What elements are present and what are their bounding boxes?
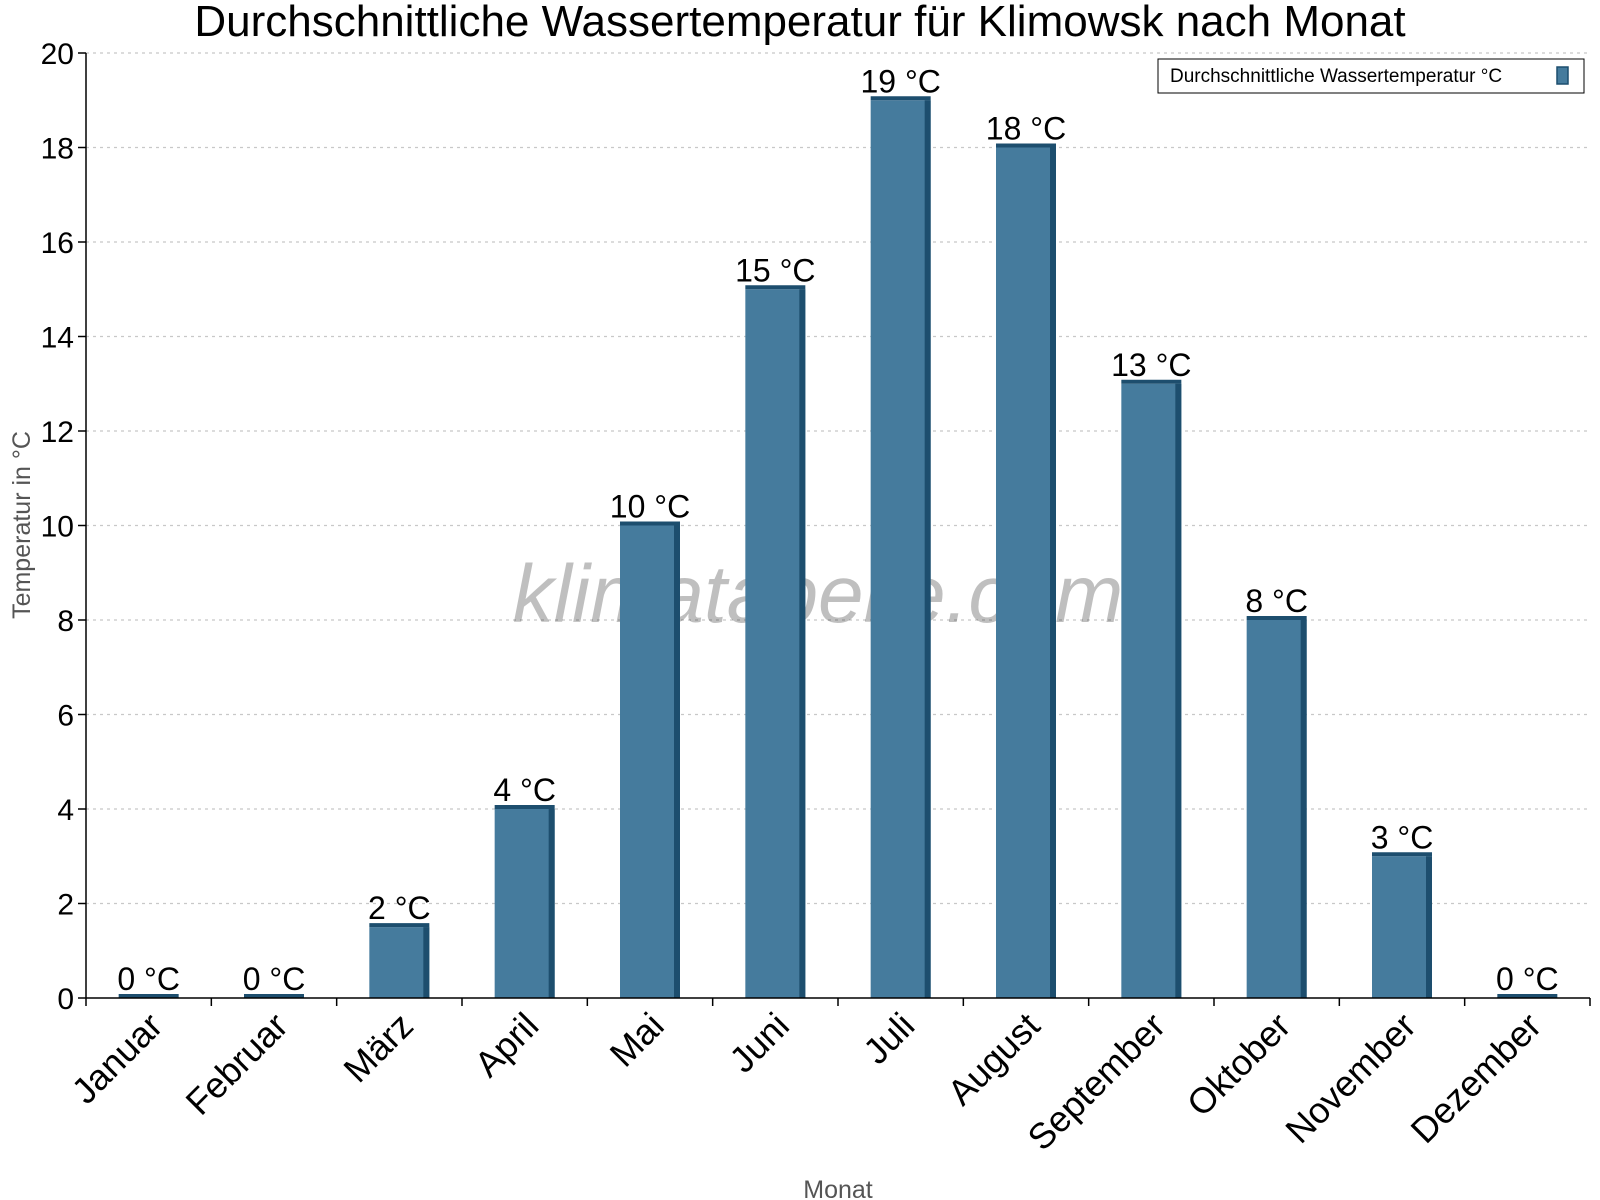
x-tick-label: September: [1019, 1005, 1173, 1159]
x-tick-label: Juli: [855, 1005, 922, 1072]
bar-top: [996, 143, 1056, 148]
data-label: 10 °C: [610, 489, 690, 525]
data-label: 0 °C: [1496, 961, 1559, 997]
chart-title: Durchschnittliche Wassertemperatur für K…: [194, 0, 1405, 46]
bar-top: [1121, 379, 1182, 384]
x-tick-label: Januar: [63, 1005, 170, 1112]
bar-top: [1246, 616, 1307, 620]
bar-side: [924, 100, 931, 998]
bar-side: [1175, 383, 1182, 998]
data-label: 0 °C: [243, 961, 306, 997]
data-label: 19 °C: [860, 63, 940, 99]
data-label: 18 °C: [986, 111, 1066, 147]
x-tick-label: Oktober: [1179, 1005, 1299, 1125]
y-tick-label: 18: [41, 133, 74, 166]
data-label: 13 °C: [1111, 347, 1191, 383]
y-tick-label: 6: [57, 700, 74, 733]
y-tick-label: 14: [41, 322, 74, 355]
y-tick-label: 10: [41, 511, 74, 544]
bar-top: [1497, 994, 1558, 998]
bar: [369, 927, 430, 998]
x-tick-label: Februar: [178, 1005, 296, 1123]
y-tick-label: 0: [57, 983, 74, 1016]
legend-box: [1157, 58, 1585, 94]
bar-top: [745, 285, 806, 290]
x-tick-label: Mai: [602, 1005, 672, 1075]
bar-top: [118, 994, 179, 998]
bar: [1372, 856, 1432, 998]
x-tick-label: August: [939, 1005, 1047, 1113]
x-tick-label: April: [466, 1005, 546, 1085]
bar-side: [1300, 620, 1307, 998]
x-tick-label: November: [1277, 1005, 1423, 1151]
bars-group: 0 °C 0 °C 2 °C 4 °C 10 °C 15 °C 19 °C 18 °C 13 °…: [117, 63, 1559, 998]
y-tick-label: 20: [41, 38, 74, 71]
y-axis-title: Temperatur in °C: [8, 431, 36, 619]
y-tick-label: 8: [57, 605, 74, 638]
bar: [870, 100, 931, 998]
x-tick-label: Juni: [721, 1005, 797, 1081]
bar-side: [674, 525, 680, 998]
bar-top: [870, 96, 931, 101]
bar-side: [423, 927, 430, 998]
x-ticks: Januar Februar März April Mai Juni Juli AugustS…: [63, 998, 1591, 1159]
bar-top: [244, 994, 304, 998]
bar: [620, 525, 680, 998]
data-label: 4 °C: [493, 772, 556, 808]
bar-top: [494, 805, 555, 809]
data-label: 0 °C: [117, 961, 180, 997]
y-tick-label: 12: [41, 416, 74, 449]
x-axis-title: Monat: [803, 1176, 873, 1200]
bar-side: [1426, 856, 1432, 998]
bar-side: [548, 809, 555, 998]
bar-top: [620, 521, 680, 526]
legend-swatch: [1556, 66, 1569, 85]
bar: [1246, 620, 1307, 998]
y-tick-label: 2: [57, 889, 74, 922]
y-ticks: 0 2 4 6 8 10 12 14 16 18 20: [41, 38, 86, 1016]
bar-top: [1372, 852, 1432, 857]
legend-label: Durchschnittliche Wassertemperatur °C: [1170, 66, 1502, 87]
data-label: 3 °C: [1371, 819, 1434, 855]
y-tick-label: 4: [57, 794, 74, 827]
data-label: 15 °C: [735, 252, 815, 288]
legend: Durchschnittliche Wassertemperatur °C: [1157, 58, 1585, 94]
y-tick-label: 16: [41, 227, 74, 260]
bar-top: [369, 923, 430, 928]
x-tick-label: März: [335, 1005, 421, 1091]
bar: [494, 809, 555, 998]
bar: [745, 289, 806, 998]
data-label: 2 °C: [368, 890, 431, 926]
data-label: 8 °C: [1245, 583, 1308, 619]
grid-lines: [86, 52, 1590, 905]
bar-side: [799, 289, 806, 998]
bar: [1121, 383, 1182, 998]
x-tick-label: Dezember: [1403, 1005, 1549, 1151]
bar-side: [1050, 147, 1056, 998]
bar: [996, 147, 1056, 998]
